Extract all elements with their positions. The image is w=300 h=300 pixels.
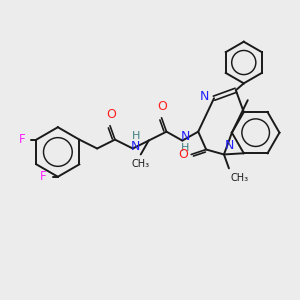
- Text: H: H: [132, 130, 140, 141]
- Text: F: F: [40, 170, 47, 183]
- Text: CH₃: CH₃: [231, 173, 249, 183]
- Text: H: H: [181, 142, 190, 153]
- Text: N: N: [181, 130, 190, 143]
- Text: CH₃: CH₃: [132, 159, 150, 170]
- Text: N: N: [200, 90, 209, 103]
- Text: N: N: [225, 140, 234, 152]
- Text: F: F: [19, 133, 26, 146]
- Text: N: N: [131, 140, 140, 153]
- Text: O: O: [178, 148, 188, 161]
- Text: O: O: [158, 100, 167, 113]
- Text: O: O: [106, 108, 116, 121]
